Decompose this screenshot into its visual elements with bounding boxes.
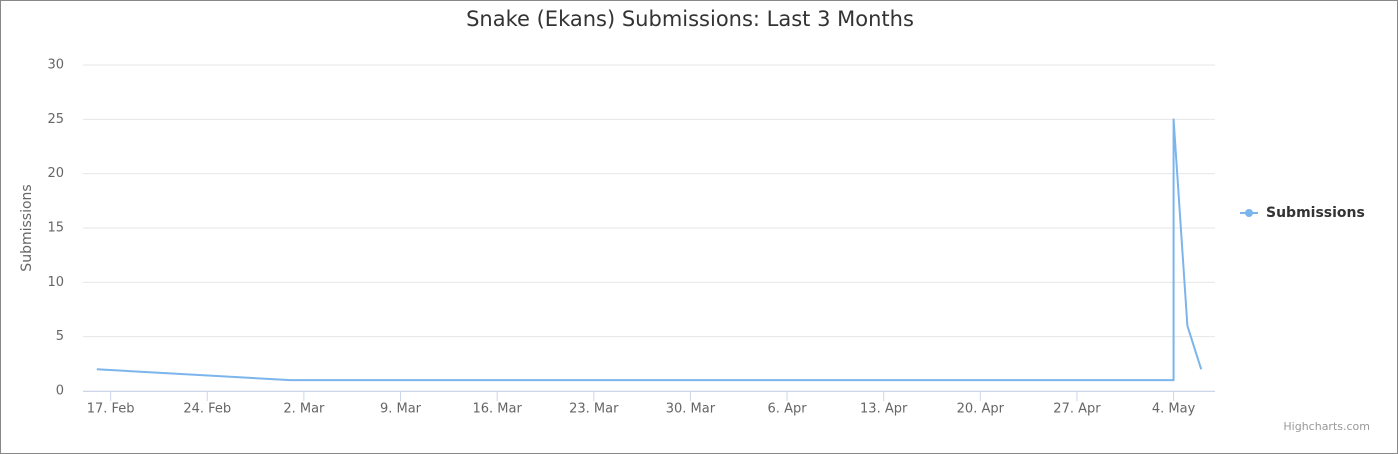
x-tick-label: 30. Mar bbox=[666, 402, 716, 417]
x-tick-label: 17. Feb bbox=[87, 402, 135, 417]
x-tick-label: 6. Apr bbox=[768, 402, 808, 417]
legend-marker bbox=[1245, 209, 1253, 217]
x-tick-label: 9. Mar bbox=[380, 402, 422, 417]
credits: Highcharts.com bbox=[1283, 420, 1370, 433]
series-line bbox=[96, 118, 1203, 382]
chart-title: Snake (Ekans) Submissions: Last 3 Months bbox=[466, 7, 914, 31]
y-tick-label: 5 bbox=[56, 329, 64, 344]
y-tick-label: 0 bbox=[56, 384, 64, 399]
y-tick-label: 10 bbox=[47, 275, 64, 290]
y-tick-label: 15 bbox=[47, 221, 64, 236]
x-tick-label: 4. May bbox=[1152, 402, 1196, 417]
y-tick-label: 20 bbox=[47, 166, 64, 181]
y-tick-label: 25 bbox=[47, 112, 64, 127]
x-tick-label: 20. Apr bbox=[957, 402, 1005, 417]
x-tick-label: 23. Mar bbox=[569, 402, 619, 417]
legend-label: Submissions bbox=[1266, 205, 1365, 221]
y-tick-label: 30 bbox=[47, 58, 64, 73]
x-tick-label: 16. Mar bbox=[472, 402, 522, 417]
y-axis-label: Submissions bbox=[19, 184, 35, 271]
x-tick-label: 13. Apr bbox=[860, 402, 908, 417]
x-tick-label: 27. Apr bbox=[1053, 402, 1101, 417]
x-tick-label: 2. Mar bbox=[283, 402, 325, 417]
x-tick-label: 24. Feb bbox=[183, 402, 231, 417]
